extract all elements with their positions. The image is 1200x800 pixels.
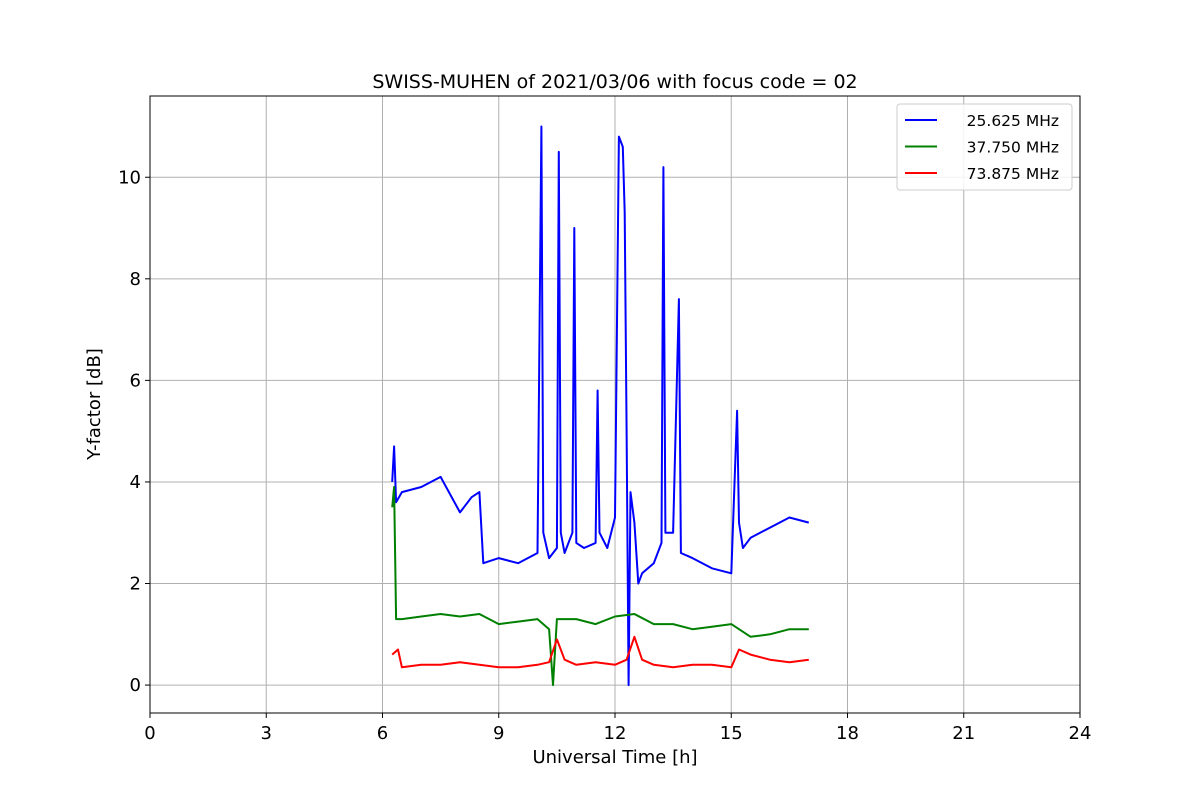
series-line-2 [391, 486, 809, 687]
x-tick-label: 18 [836, 723, 859, 744]
y-tick-label: 8 [130, 269, 141, 290]
grid-layer [149, 96, 1081, 713]
y-tick-label: 6 [130, 370, 141, 391]
x-tick-label: 21 [952, 723, 975, 744]
x-tick-label: 12 [604, 723, 627, 744]
series-layer [391, 125, 810, 687]
y-tick-label: 2 [130, 574, 141, 595]
legend-label: 37.750 MHz [967, 139, 1059, 157]
x-axis-label: Universal Time [h] [532, 747, 697, 768]
x-tick-label: 3 [261, 723, 272, 744]
legend-layer: 25.625 MHz 37.750 MHz 73.875 MHz [896, 103, 1073, 191]
y-tick-label: 0 [130, 675, 141, 696]
legend-box [896, 103, 1073, 191]
series-line-3 [391, 635, 809, 669]
legend-label: 25.625 MHz [967, 112, 1059, 130]
x-tick-label: 24 [1069, 723, 1092, 744]
x-tick-label: 15 [720, 723, 743, 744]
legend-label: 73.875 MHz [967, 165, 1059, 183]
x-tick-label: 9 [493, 723, 504, 744]
x-tick-label: 6 [377, 723, 388, 744]
x-tick-label: 0 [144, 723, 155, 744]
chart-title: SWISS-MUHEN of 2021/03/06 with focus cod… [372, 71, 857, 93]
series-line-1 [391, 125, 810, 687]
y-tick-label: 10 [118, 167, 141, 188]
y-axis-label: Y-factor [dB] [84, 348, 105, 461]
y-tick-label: 4 [130, 472, 141, 493]
